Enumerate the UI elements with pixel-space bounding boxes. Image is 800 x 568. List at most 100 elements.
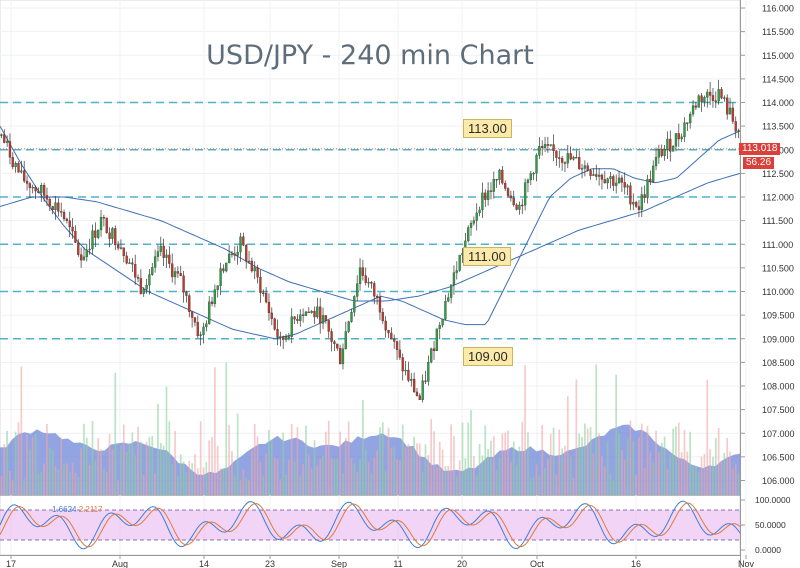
candle-body: [609, 176, 612, 179]
volume-bar: [663, 436, 666, 495]
candle-body: [259, 277, 262, 294]
candle-body: [700, 95, 703, 103]
volume-bar: [114, 372, 117, 495]
osc-tick-label: 50.0000: [755, 520, 786, 530]
volume-bar: [276, 459, 279, 495]
candle-body: [239, 236, 242, 253]
candle-body: [737, 130, 740, 132]
candle-body: [526, 179, 530, 183]
volume-bar: [444, 466, 447, 495]
volume-bar: [336, 458, 339, 495]
candle-body: [586, 165, 589, 171]
candle-body: [179, 273, 182, 276]
volume-bar: [558, 429, 561, 495]
candle-body: [321, 315, 325, 324]
candle-body: [165, 254, 168, 258]
candle-body: [313, 310, 316, 318]
candle-body: [168, 254, 171, 264]
volume-bar: [225, 362, 228, 495]
volume-bar: [407, 443, 410, 495]
candle-body: [649, 179, 652, 183]
volume-bar: [632, 441, 635, 495]
volume-bar: [393, 447, 396, 495]
candle-body: [703, 97, 706, 103]
volume-bar: [709, 449, 711, 495]
candle-body: [216, 285, 219, 290]
candle-body: [250, 260, 254, 272]
volume-bar: [344, 437, 347, 495]
candle-body: [552, 144, 555, 152]
volume-bar: [424, 444, 427, 495]
candle-body: [606, 178, 609, 184]
candle-body: [370, 282, 373, 284]
candle-body: [381, 312, 384, 322]
candle-body: [0, 134, 3, 136]
candle-body: [233, 253, 236, 256]
candle-body: [25, 180, 29, 184]
candle-body: [48, 199, 51, 207]
volume-bar: [34, 433, 37, 495]
volume-bars: [0, 362, 740, 495]
candle-body: [430, 348, 433, 363]
volume-bar: [177, 476, 179, 495]
y-tick-label: 111.500: [762, 216, 793, 226]
candle-body: [3, 134, 6, 143]
candle-body: [387, 329, 390, 334]
volume-bar: [100, 449, 102, 495]
volume-bar: [339, 431, 341, 495]
volume-bar: [376, 450, 378, 495]
volume-bar: [83, 423, 85, 495]
volume-bar: [524, 365, 526, 495]
volume-bar: [586, 428, 589, 495]
volume-bar: [214, 367, 216, 495]
candle-body: [523, 182, 527, 206]
candle-body: [185, 292, 188, 296]
volume-bar: [74, 472, 77, 495]
candle-body: [452, 272, 456, 285]
candle-body: [529, 173, 532, 181]
volume-bar: [413, 436, 415, 495]
volume-bar: [538, 475, 541, 495]
candle-body: [728, 107, 732, 115]
candle-body: [506, 188, 510, 196]
level-label-113: 113.00: [463, 119, 512, 138]
volume-bar: [290, 423, 293, 495]
candle-body: [646, 179, 649, 198]
volume-bar: [228, 425, 230, 495]
volume-bar: [527, 432, 529, 495]
candle-body: [714, 100, 717, 102]
volume-bar: [367, 461, 370, 495]
candle-body: [213, 289, 217, 304]
volume-bar: [649, 452, 652, 495]
candle-body: [595, 174, 598, 177]
volume-bar: [686, 451, 689, 495]
volume-bar: [11, 479, 14, 495]
candle-body: [398, 349, 402, 358]
volume-bar: [433, 431, 435, 495]
stochastic-legend: 1.6624 2.2117: [52, 505, 103, 514]
volume-bar: [737, 473, 740, 495]
volume-bar: [658, 452, 660, 495]
volume-bar: [285, 474, 287, 495]
volume-bar: [293, 461, 296, 495]
candle-body: [338, 347, 342, 365]
volume-bar: [700, 456, 703, 495]
volume-bar: [196, 468, 199, 495]
candle-body: [199, 334, 202, 337]
volume-bar: [692, 465, 694, 495]
volume-bar: [3, 444, 6, 495]
volume-bar: [418, 443, 421, 495]
volume-bar: [94, 460, 97, 495]
volume-bar: [421, 472, 424, 495]
price-axis: 116.000 115.500 115.000 114.500 114.000 113.5…: [740, 4, 795, 486]
volume-bar: [91, 420, 94, 495]
volume-bar: [333, 459, 336, 495]
volume-bar: [404, 447, 407, 495]
candle-body: [378, 296, 382, 313]
candle-body: [116, 244, 120, 249]
volume-bar: [154, 473, 156, 495]
x-tick-label: Sep: [331, 559, 347, 568]
y-tick-label: 108.500: [762, 358, 795, 368]
level-label-109: 109.00: [463, 347, 513, 366]
